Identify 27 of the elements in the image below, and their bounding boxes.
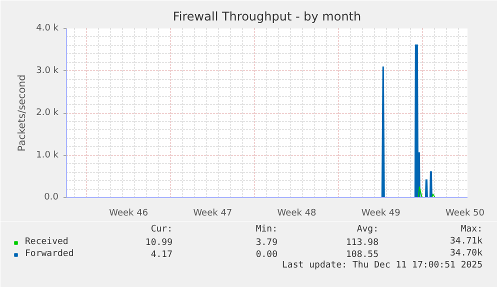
y-axis-title: Packets/second bbox=[17, 74, 28, 152]
text: Cur: bbox=[150, 224, 173, 234]
text: 3.79 bbox=[256, 238, 278, 248]
x-tick-label: Week 46 bbox=[109, 208, 148, 218]
text: 4.17 bbox=[150, 250, 173, 260]
x-tick-label: Week 48 bbox=[277, 208, 317, 218]
legend-label: Forwarded bbox=[25, 249, 74, 259]
text: 0.00 bbox=[256, 250, 278, 260]
y-tick-label: 0.0 bbox=[44, 192, 59, 202]
text: Avg: bbox=[356, 224, 379, 234]
x-tick-label: Week 49 bbox=[361, 208, 401, 218]
text: Last update: Thu Dec 11 17:00:51 2025 bbox=[282, 260, 482, 270]
text: 108.55 bbox=[346, 250, 379, 260]
text: Max: bbox=[460, 224, 483, 234]
text: Min: bbox=[256, 224, 278, 234]
text: 10.99 bbox=[145, 238, 172, 248]
text: 34.70k bbox=[450, 248, 484, 258]
y-tick-label: 4.0 k bbox=[36, 24, 60, 34]
y-tick-label: 1.0 k bbox=[36, 150, 60, 160]
text: 113.98 bbox=[346, 238, 379, 248]
y-tick-label: 2.0 k bbox=[36, 108, 60, 118]
y-tick-label: 3.0 k bbox=[36, 66, 60, 76]
text: 34.71k bbox=[450, 236, 484, 246]
legend-label: Received bbox=[25, 237, 68, 247]
chart-title: Firewall Throughput - by month bbox=[172, 10, 362, 24]
x-tick-label: Week 47 bbox=[193, 208, 232, 218]
x-tick-label: Week 50 bbox=[446, 208, 485, 218]
